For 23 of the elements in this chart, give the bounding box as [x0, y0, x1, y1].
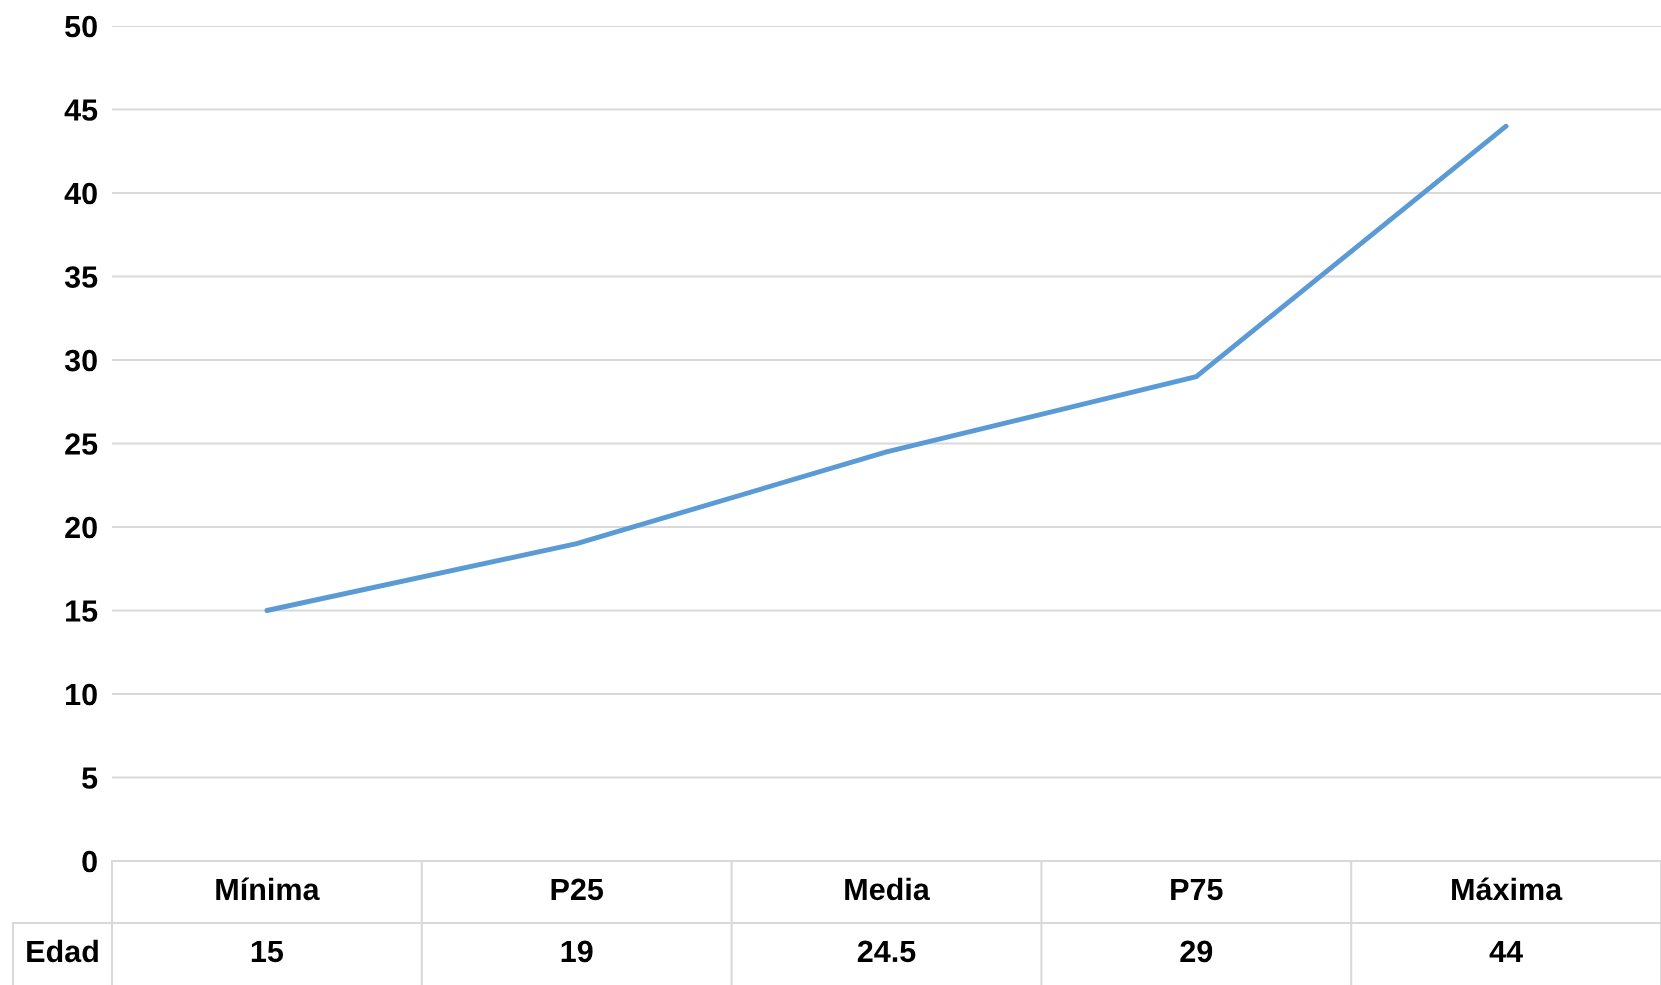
y-tick-label: 50	[65, 15, 97, 38]
x-tick-label: Media	[845, 877, 930, 901]
y-tick-label: 35	[64, 266, 98, 288]
y-tick-label: 25	[65, 433, 98, 455]
x-tick-label: P25	[551, 878, 604, 901]
y-tick-label: 20	[65, 516, 97, 539]
data-label: 29	[1180, 940, 1213, 963]
y-tick-label: 5	[82, 767, 98, 789]
x-tick-label: Mínima	[216, 877, 320, 901]
y-tick-label: 40	[64, 182, 97, 205]
data-label: 15	[251, 940, 284, 963]
y-tick-label: 30	[64, 349, 97, 372]
x-tick-label: Máxima	[1452, 877, 1563, 901]
data-label: 44	[1489, 940, 1523, 962]
data-label: 24.5	[857, 940, 916, 963]
y-tick-label: 15	[66, 600, 98, 622]
text: Edad	[27, 939, 98, 963]
data-label: 19	[561, 940, 593, 963]
y-tick-label: 45	[64, 99, 98, 121]
line-series	[264, 123, 1509, 613]
x-tick-label: P75	[1171, 878, 1223, 901]
y-tick-label: 10	[66, 683, 97, 706]
y-tick-label: 0	[82, 850, 97, 873]
